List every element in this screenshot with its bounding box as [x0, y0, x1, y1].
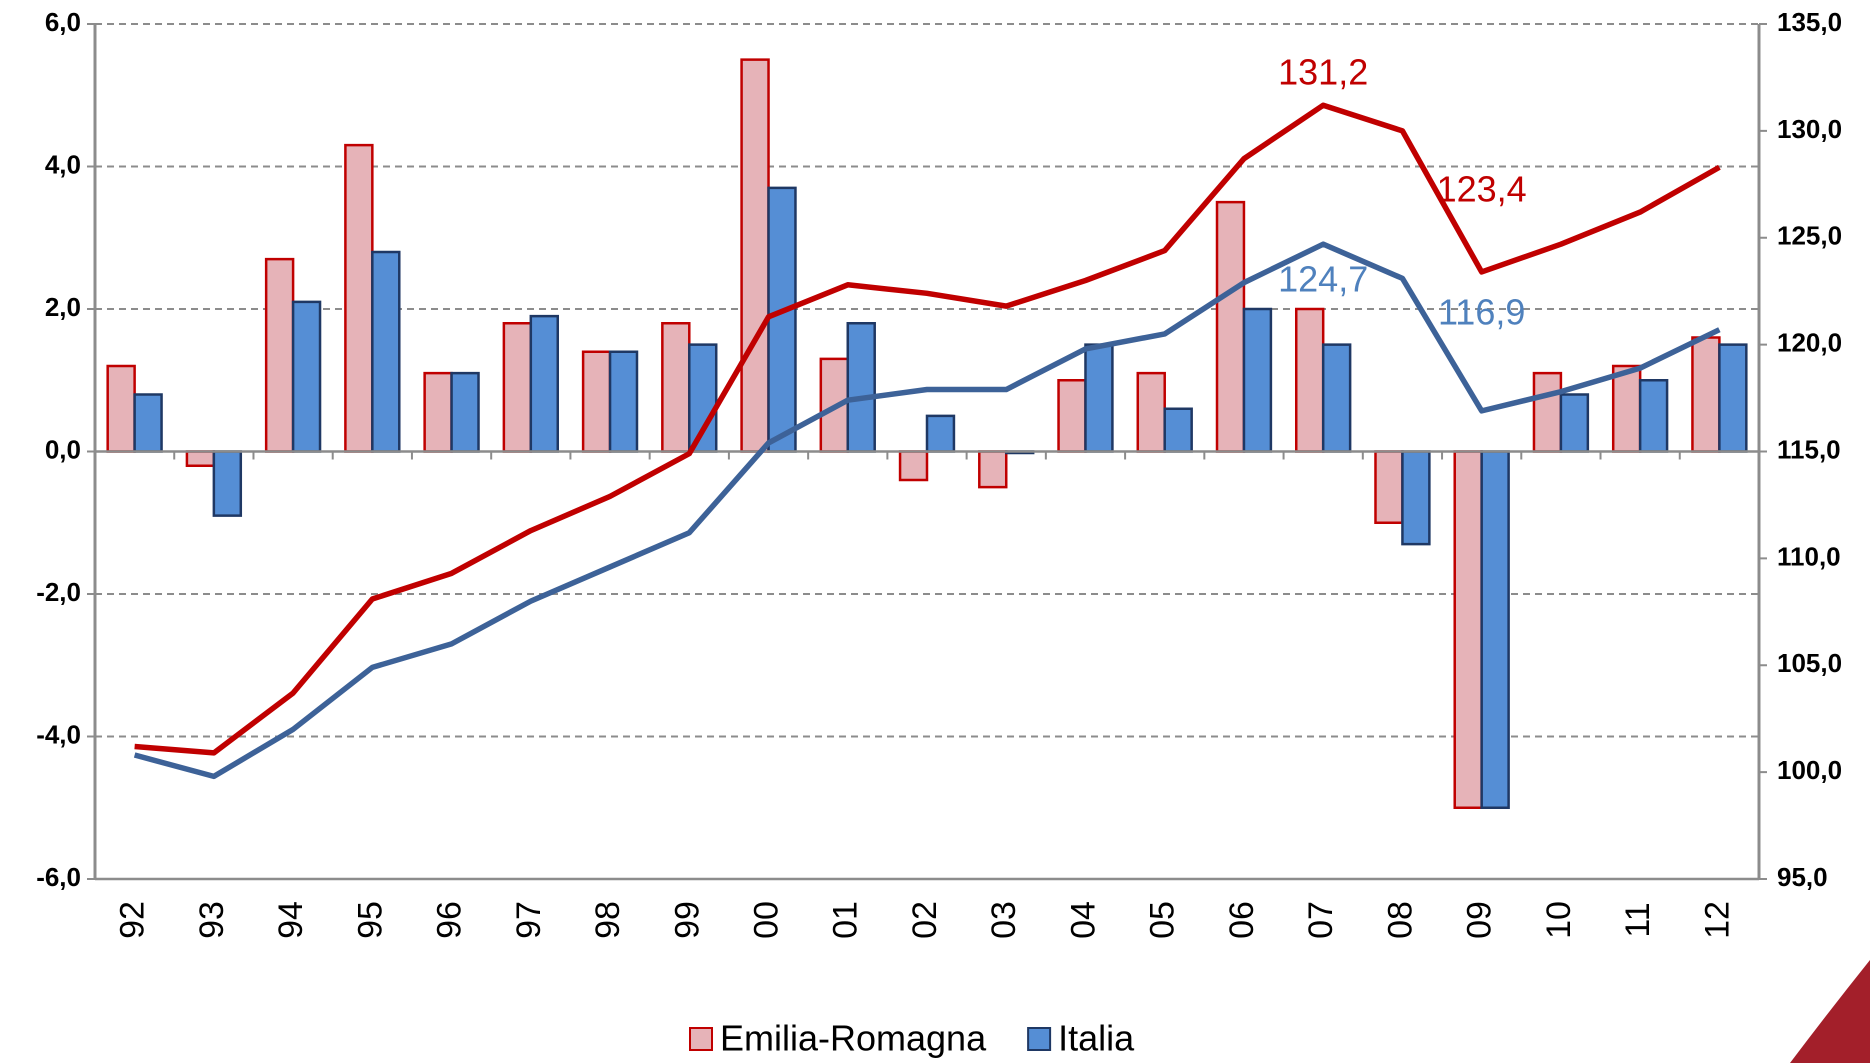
x-tick-label: 95 — [351, 901, 389, 939]
bar — [502, 322, 533, 453]
x-tick-label: 94 — [272, 901, 310, 939]
bar — [898, 450, 929, 482]
x-tick-label: 09 — [1461, 901, 1499, 939]
bar — [1057, 379, 1087, 453]
bar — [212, 450, 243, 517]
bar — [106, 364, 136, 453]
y2-tick-label: 110,0 — [1777, 541, 1841, 571]
x-tick-label: 98 — [589, 901, 627, 939]
bar — [1294, 307, 1325, 453]
line — [134, 102, 1721, 756]
y2-tick-label: 125,0 — [1777, 221, 1842, 251]
y2-tick-label: 115,0 — [1777, 434, 1841, 464]
bar — [925, 414, 956, 453]
y2-tick-label: 100,0 — [1777, 755, 1842, 785]
y-tick-label: 0,0 — [45, 434, 81, 464]
x-tick-label: 08 — [1381, 901, 1419, 939]
x-tick-label: 07 — [1302, 901, 1340, 939]
x-tick-label: 01 — [827, 901, 865, 939]
legend-swatch — [689, 1027, 713, 1051]
x-tick-label: 96 — [431, 901, 469, 939]
bar — [1611, 364, 1642, 453]
bar — [608, 350, 639, 453]
y-tick-label: -6,0 — [36, 862, 81, 892]
x-tick-label: 06 — [1223, 901, 1261, 939]
y-tick-label: -2,0 — [36, 577, 81, 607]
x-tick-label: 04 — [1064, 901, 1102, 939]
x-tick-label: 12 — [1698, 901, 1736, 939]
data-label: 116,9 — [1438, 291, 1525, 332]
x-tick-label: 11 — [1619, 902, 1657, 937]
bar — [344, 143, 374, 453]
bar — [133, 393, 163, 453]
bar — [1084, 343, 1114, 453]
bar — [978, 450, 1008, 489]
bar — [581, 350, 612, 453]
y2-tick-label: 130,0 — [1777, 114, 1842, 144]
y2-tick-label: 120,0 — [1777, 328, 1842, 358]
corner-decoration — [1790, 960, 1870, 1063]
bar — [264, 257, 295, 453]
bar — [423, 371, 453, 453]
bar — [1718, 343, 1748, 453]
bar — [740, 58, 770, 453]
x-tick-label: 00 — [748, 901, 786, 939]
bar — [291, 300, 322, 453]
bar — [1321, 343, 1352, 453]
y-tick-label: 6,0 — [45, 7, 81, 37]
x-tick-label: 02 — [906, 901, 944, 939]
bar — [1480, 450, 1510, 809]
bar — [846, 322, 876, 453]
bar — [1691, 336, 1721, 453]
y2-tick-label: 95,0 — [1777, 862, 1828, 892]
bar — [1374, 450, 1404, 524]
bar — [1215, 200, 1246, 453]
x-tick-label: 93 — [193, 901, 231, 939]
x-tick-label: 99 — [668, 901, 706, 939]
bar — [1559, 393, 1590, 453]
y-tick-label: 4,0 — [45, 149, 81, 179]
y-tick-label: -4,0 — [36, 719, 81, 749]
bar — [767, 186, 797, 453]
bar — [1532, 371, 1563, 453]
legend-label: Italia — [1058, 1018, 1135, 1059]
bar — [1453, 450, 1483, 809]
bar — [1638, 379, 1669, 453]
y-tick-label: 2,0 — [45, 292, 81, 322]
y2-tick-label: 105,0 — [1777, 648, 1842, 678]
legend-swatch — [1027, 1027, 1052, 1051]
bar — [529, 314, 560, 453]
y2-tick-label: 135,0 — [1777, 7, 1842, 37]
data-label: 131,2 — [1278, 52, 1368, 93]
bar — [1242, 307, 1273, 453]
x-tick-label: 03 — [985, 901, 1023, 939]
bar — [450, 371, 480, 453]
x-tick-label: 97 — [510, 901, 548, 939]
x-tick-label: 92 — [114, 901, 152, 939]
data-label: 124,7 — [1278, 259, 1368, 300]
bar — [185, 450, 216, 467]
bar — [661, 322, 691, 453]
bar — [1163, 407, 1193, 453]
data-label: 123,4 — [1437, 168, 1527, 209]
bar — [1136, 371, 1166, 453]
legend-label: Emilia-Romagna — [720, 1018, 987, 1059]
bar — [371, 250, 401, 453]
line — [133, 241, 1721, 780]
bar — [1401, 450, 1431, 546]
x-tick-label: 10 — [1540, 901, 1578, 939]
x-tick-label: 05 — [1144, 901, 1182, 939]
